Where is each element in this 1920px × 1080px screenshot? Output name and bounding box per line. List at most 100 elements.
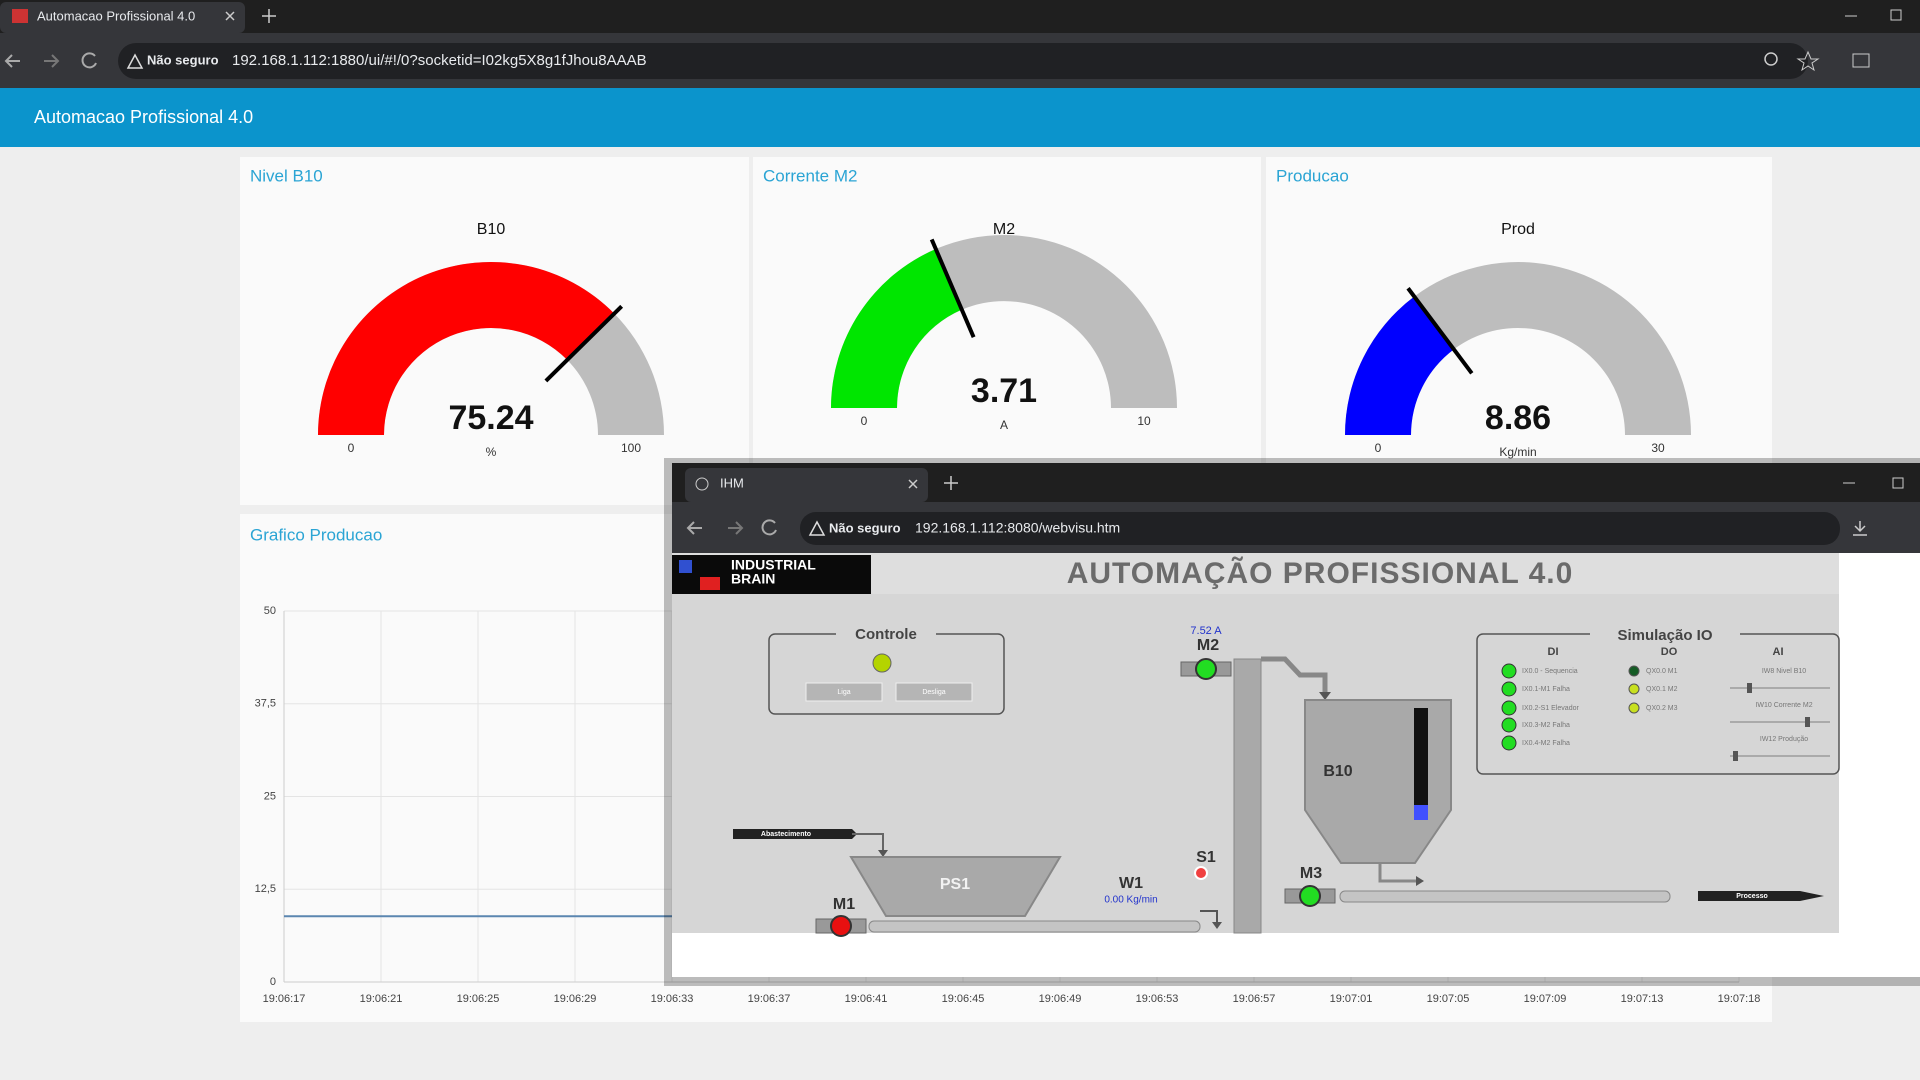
y-tick-label: 0 bbox=[270, 976, 276, 988]
bookmark-icon[interactable] bbox=[1796, 50, 1820, 72]
simulacao-title: Simulação IO bbox=[1617, 627, 1712, 644]
label-bg bbox=[1590, 624, 1740, 644]
pipe bbox=[1200, 910, 1218, 924]
do-lamp bbox=[1628, 683, 1640, 695]
card-title: Grafico Producao bbox=[250, 525, 382, 544]
level-bar bbox=[1414, 708, 1428, 820]
pipe bbox=[1378, 863, 1420, 883]
io-header: DI bbox=[1548, 646, 1559, 658]
warning-icon bbox=[126, 53, 144, 69]
card-title: Nivel B10 bbox=[250, 166, 323, 185]
gauge-label: M2 bbox=[993, 221, 1015, 238]
new-tab[interactable] bbox=[944, 476, 958, 490]
motor bbox=[1180, 658, 1232, 680]
ai-label: IW12 Produção bbox=[1760, 736, 1808, 743]
x-tick-label: 19:06:41 bbox=[845, 993, 888, 1005]
gauge-min: 0 bbox=[861, 414, 868, 428]
popup-window: IHM Não seguro 192.168.1.112:8080/webvis… bbox=[664, 458, 1920, 986]
tab[interactable] bbox=[685, 468, 928, 502]
download-icon[interactable] bbox=[1853, 521, 1867, 536]
security-label: Não seguro bbox=[147, 52, 219, 67]
pipe bbox=[852, 833, 884, 852]
favicon bbox=[12, 9, 28, 23]
restore[interactable] bbox=[1890, 9, 1902, 21]
button-label: Liga bbox=[837, 689, 850, 696]
silo bbox=[1304, 699, 1452, 864]
x-tick-label: 19:06:33 bbox=[651, 993, 694, 1005]
ai-thumb[interactable] bbox=[1805, 717, 1810, 727]
gauge-max: 30 bbox=[1651, 441, 1665, 455]
motor-label: M1 bbox=[833, 896, 855, 913]
m2-current: 7.52 A bbox=[1190, 625, 1222, 637]
x-tick-label: 19:06:49 bbox=[1039, 993, 1082, 1005]
tab-title: IHM bbox=[720, 475, 744, 490]
elevator bbox=[1233, 658, 1262, 934]
controle-title: Controle bbox=[855, 626, 917, 643]
forward[interactable] bbox=[728, 521, 744, 535]
sensor-label: S1 bbox=[1196, 849, 1216, 866]
simulacao-io: DI DO AI IX0.0 - Sequencia IX0.1-M1 Falha IX0… bbox=[1501, 646, 1830, 761]
button[interactable] bbox=[895, 682, 973, 702]
button[interactable] bbox=[805, 682, 883, 702]
x-tick-label: 19:07:18 bbox=[1718, 993, 1761, 1005]
sidepanel-icon[interactable] bbox=[1852, 53, 1870, 68]
webvisu-title: AUTOMAÇÃO PROFISSIONAL 4.0 bbox=[1067, 556, 1574, 590]
gauge-value: 75.24 bbox=[448, 399, 533, 437]
maximize[interactable] bbox=[1892, 477, 1904, 489]
conveyor bbox=[1339, 890, 1671, 903]
x-tick-label: 19:06:53 bbox=[1136, 993, 1179, 1005]
reload[interactable] bbox=[761, 519, 777, 536]
globe-icon bbox=[695, 477, 709, 491]
forward[interactable] bbox=[44, 54, 60, 68]
tab-close[interactable] bbox=[908, 479, 918, 489]
x-tick-label: 19:07:01 bbox=[1330, 993, 1373, 1005]
back[interactable] bbox=[4, 54, 20, 68]
omnibox[interactable] bbox=[800, 512, 1840, 545]
label-bg bbox=[836, 624, 936, 644]
do-label: QX0.0 M1 bbox=[1646, 668, 1678, 675]
ai-thumb[interactable] bbox=[1747, 683, 1752, 693]
gauge-arc bbox=[318, 262, 615, 435]
back[interactable] bbox=[686, 521, 702, 535]
arrow bbox=[1416, 876, 1424, 886]
tab-close[interactable] bbox=[225, 11, 235, 21]
card bbox=[753, 157, 1261, 505]
gauge-max: 100 bbox=[621, 441, 641, 455]
do-label: QX0.2 M3 bbox=[1646, 705, 1678, 712]
gauge-label: Prod bbox=[1501, 221, 1535, 238]
hopper bbox=[849, 856, 1062, 917]
di-label: IX0.0 - Sequencia bbox=[1522, 668, 1578, 675]
gauge-needle bbox=[929, 238, 976, 338]
hopper-label: PS1 bbox=[940, 876, 970, 893]
gauge-label: B10 bbox=[477, 221, 506, 238]
x-tick-label: 19:06:21 bbox=[360, 993, 403, 1005]
gauge-arc bbox=[1345, 296, 1454, 435]
tab-strip bbox=[0, 0, 1920, 33]
y-tick-label: 50 bbox=[264, 605, 276, 617]
elevator-head bbox=[1261, 656, 1328, 695]
scale-flow: 0.00 Kg/min bbox=[1104, 895, 1157, 906]
di-lamp bbox=[1501, 681, 1517, 697]
omnibox[interactable] bbox=[118, 43, 1808, 79]
warning-icon bbox=[808, 520, 826, 536]
tab[interactable] bbox=[0, 2, 245, 33]
sensor bbox=[1194, 866, 1208, 880]
header-bar bbox=[0, 88, 1920, 147]
reload[interactable] bbox=[81, 52, 97, 69]
url: 192.168.1.112:8080/webvisu.htm bbox=[915, 520, 1120, 536]
gauge-unit: Kg/min bbox=[1499, 445, 1536, 459]
new-tab[interactable] bbox=[262, 9, 276, 23]
y-tick-label: 12,5 bbox=[255, 883, 276, 895]
y-tick-label: 25 bbox=[264, 790, 276, 802]
ai-thumb[interactable] bbox=[1733, 751, 1738, 761]
gauge-needle bbox=[544, 304, 624, 383]
zoom-icon[interactable] bbox=[1764, 52, 1778, 66]
y-tick-label: 37,5 bbox=[255, 698, 276, 710]
url: 192.168.1.112:1880/ui/#!/0?socketid=I02k… bbox=[232, 52, 647, 69]
gauge-track bbox=[1345, 262, 1691, 435]
di-label: IX0.2-S1 Elevador bbox=[1522, 705, 1579, 712]
gauge-value: 8.86 bbox=[1485, 399, 1551, 437]
do-lamp bbox=[1628, 665, 1640, 677]
